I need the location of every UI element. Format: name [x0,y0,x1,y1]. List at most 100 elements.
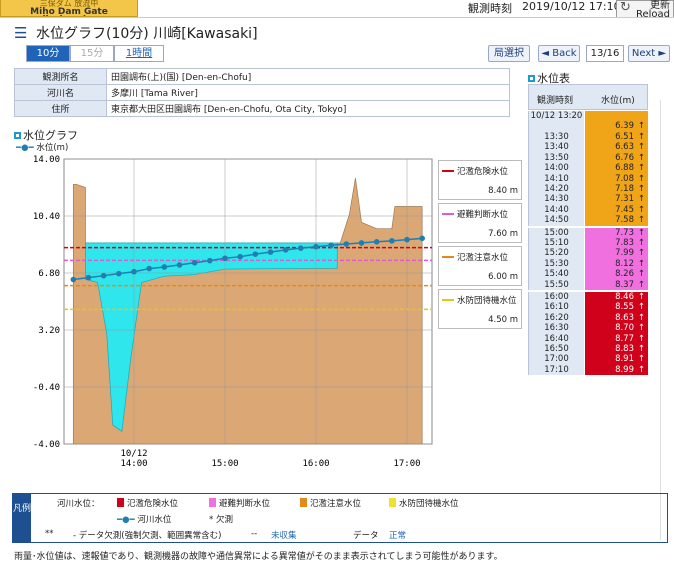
missing-mark: * [209,515,214,525]
row-time: 14:40 [528,204,584,216]
data-point [373,239,380,245]
rising-arrow-icon: ↑ [637,323,645,334]
station-select-button[interactable]: 局選択 [488,45,530,62]
table-row: 16:30 8.70 ↑ [528,323,648,334]
data-point [358,240,365,246]
y-tick-label: 10.40 [33,212,60,222]
threshold-name: 避難判断水位 [457,210,509,220]
data-point [207,257,213,264]
color-swatch [300,498,307,507]
data-point [116,270,122,277]
color-swatch [117,498,124,507]
legend-data: データ [353,531,379,541]
table-row: 河川名 多摩川 [Tama River] [14,84,510,101]
row-value: 7.99 ↑ [585,248,648,259]
rising-arrow-icon: ↑ [637,152,645,163]
reload-button[interactable]: ↻ 更新 Reload [616,0,674,20]
data-point [328,242,334,249]
table-row: 17:00 8.91 ↑ [528,354,648,365]
row-value: 7.18 ↑ [585,184,648,195]
reload-label-jp: 更新 [650,0,670,11]
threshold-box: 水防団待機水位 4.50 m [438,289,522,329]
data-point [237,253,243,260]
threshold-line-icon [442,213,454,215]
table-row: 10/12 13:20 6.39 ↑ [528,111,648,132]
rising-arrow-icon: ↑ [637,258,645,269]
threshold-name: 水防団待機水位 [457,296,517,306]
data-point [389,238,395,244]
dam-badge-jp: 三保ダム 放流中 [39,0,99,8]
table-row: 17:10 8.99 ↑ [528,364,648,376]
rising-arrow-icon: ↑ [637,279,645,290]
threshold-box: 氾濫危険水位 8.40 m [438,160,522,200]
row-value: 8.37 ↑ [585,279,648,290]
info-value: 田園調布(上)(国) [Den-en-Chofu] [106,68,510,85]
tab-10min[interactable]: 10分 [26,45,70,62]
tab-15min[interactable]: 15分 [70,45,114,62]
graph-title-text: 水位グラフ [23,129,78,142]
table-row: 16:50 8.83 ↑ [528,344,648,355]
rising-arrow-icon: ↑ [637,344,645,354]
observation-time: 2019/10/12 17:10 [522,0,621,13]
column-divider [660,100,661,540]
legend-normal: 正常 [389,531,407,541]
refresh-icon: ↻ [620,0,631,15]
color-swatch [389,498,396,507]
table-row: 14:10 7.08 ↑ [528,173,648,184]
row-value: 6.51 ↑ [585,132,648,143]
threshold-box: 氾濫注意水位 6.00 m [438,246,522,286]
header-divider [0,17,674,18]
data-point [191,259,198,266]
data-point [343,241,350,247]
threshold-line-icon [442,299,454,301]
series-marker-icon: ━●━ [117,515,135,525]
row-time: 17:10 [528,364,584,376]
row-value: 6.88 ↑ [585,163,648,174]
water-area [85,242,338,432]
series-marker-icon: ━●━ [16,143,34,153]
rising-arrow-icon: ↑ [637,269,645,280]
row-value: 7.73 ↑ [585,227,648,238]
y-tick-label: -0.40 [33,383,60,393]
table-row: 14:30 7.31 ↑ [528,194,648,205]
data-point [404,236,410,243]
row-value: 7.58 ↑ [585,215,648,226]
legend-side-label: 凡例 [13,494,31,542]
y-tick-label: 3.20 [38,326,60,336]
row-time: 10/12 13:20 [528,111,584,132]
row-time: 16:30 [528,323,584,334]
data-point [252,251,259,257]
threshold-line-icon [442,170,454,172]
row-time: 14:10 [528,173,584,184]
table-row: 13:30 6.51 ↑ [528,132,648,143]
row-time: 15:00 [528,227,584,238]
table-row: 16:20 8.63 ↑ [528,312,648,324]
row-time: 15:40 [528,269,584,280]
dam-discharge-badge: 三保ダム 放流中 Miho Dam Gate discharging [0,0,138,17]
row-time: 13:40 [528,142,584,153]
graph-title: 水位グラフ [14,127,78,143]
x-tick-label: 10/12 [120,449,147,459]
dam-badge-en: Miho Dam Gate discharging [30,7,108,17]
legend-item-label: 水防団待機水位 [399,499,459,509]
legend-uncollected: 未収集 [271,531,297,541]
next-button[interactable]: Next ► [628,45,670,62]
threshold-name: 氾濫危険水位 [457,167,509,177]
row-time: 16:00 [528,292,584,303]
data-point [298,245,304,251]
row-value: 8.63 ↑ [585,312,648,324]
interval-tabs: 10分 15分 1時間 [26,45,164,62]
page-title: 水位グラフ(10分) 川崎[Kawasaki] [36,26,258,42]
series-label: ━●━ 水位(m) [16,141,68,153]
data-point [267,249,274,255]
back-button[interactable]: ◄ Back [538,45,580,62]
rising-arrow-icon: ↑ [637,292,645,302]
tab-1hour[interactable]: 1時間 [114,45,164,62]
table-row: 観測所名 田園調布(上)(国) [Den-en-Chofu] [14,68,510,85]
row-time: 15:20 [528,248,584,259]
row-time: 14:20 [528,184,584,195]
row-time: 13:30 [528,132,584,143]
table-row: 15:10 7.83 ↑ [528,238,648,249]
rising-arrow-icon: ↑ [637,184,645,194]
